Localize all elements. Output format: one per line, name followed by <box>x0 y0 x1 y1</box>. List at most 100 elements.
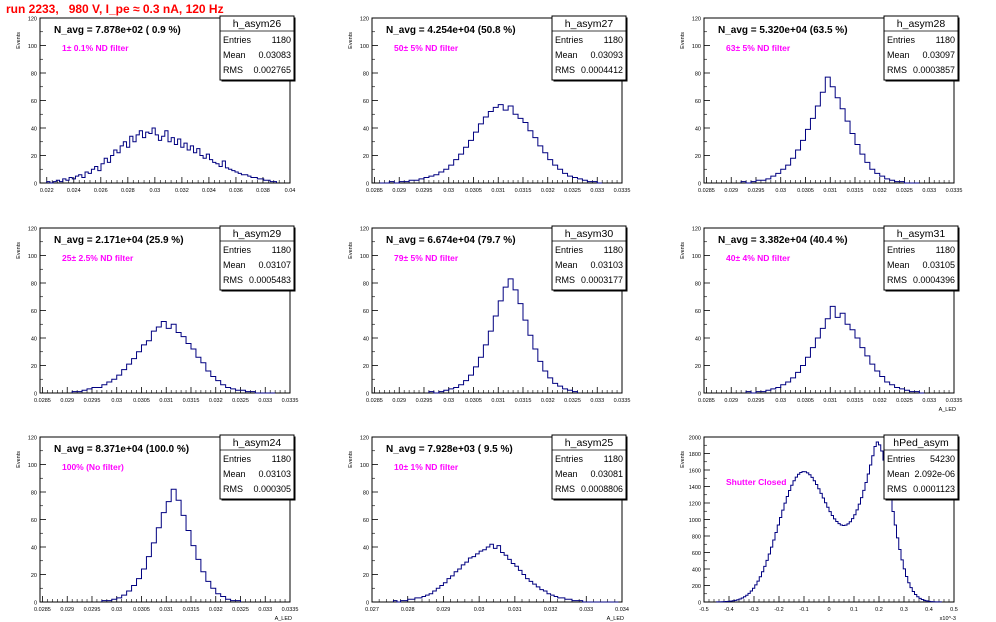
stats-title: h_asym26 <box>233 18 282 30</box>
y-tick-label: 120 <box>692 17 701 23</box>
stats-title: h_asym31 <box>897 228 946 240</box>
x-tick-label: 0.0305 <box>133 398 150 404</box>
x-tick-label: 0.032 <box>544 607 558 613</box>
stats-box <box>883 15 959 81</box>
stats-label-entries: Entries <box>887 35 916 45</box>
stats-value-entries: 54230 <box>930 454 955 464</box>
x-tick-label: 0.033 <box>590 398 604 404</box>
x-tick-label: 0.0295 <box>748 188 765 194</box>
x-axis-label: x10^-3 <box>940 616 956 622</box>
filter-note: Shutter Closed <box>726 477 786 487</box>
x-tick-label: 0.03 <box>443 188 454 194</box>
stats-value-entries: 1180 <box>272 35 291 45</box>
stats-value-rms: 0.0003177 <box>581 275 623 285</box>
x-tick-label: 0.031 <box>491 188 505 194</box>
x-tick-label: 0.0325 <box>564 398 581 404</box>
x-tick-label: 0.0315 <box>515 188 532 194</box>
stats-value-entries: 1180 <box>604 35 623 45</box>
x-tick-label: 0.3 <box>900 607 908 613</box>
n-avg-label: N_avg = 2.171e+04 (25.9 %) <box>54 235 184 246</box>
x-tick-label: 0.03 <box>474 607 485 613</box>
stats-value-rms: 0.0001123 <box>913 484 955 494</box>
stats-value-rms: 0.0005483 <box>249 275 291 285</box>
y-tick-label: 0 <box>698 392 701 398</box>
n-avg-label: N_avg = 5.320e+04 (63.5 %) <box>718 25 848 36</box>
stats-label-entries: Entries <box>223 35 252 45</box>
x-tick-label: 0.032 <box>209 607 223 613</box>
y-tick-label: 120 <box>360 17 369 23</box>
stats-label-entries: Entries <box>223 454 252 464</box>
filter-note: 100% (No filter) <box>62 462 124 472</box>
filter-note: 10± 1% ND filter <box>394 462 459 472</box>
y-tick-label: 120 <box>360 436 369 442</box>
stats-label-mean: Mean <box>223 469 246 479</box>
y-tick-label: 60 <box>695 309 701 315</box>
n-avg-label: N_avg = 3.382e+04 (40.4 %) <box>718 235 848 246</box>
x-tick-label: 0.031 <box>159 607 173 613</box>
x-tick-label: 0.0285 <box>34 398 51 404</box>
stats-value-mean: 0.03097 <box>922 50 955 60</box>
y-tick-label: 20 <box>695 364 701 370</box>
stats-label-mean: Mean <box>887 50 910 60</box>
stats-value-rms: 0.0008806 <box>581 484 623 494</box>
x-tick-label: 0.0325 <box>232 607 249 613</box>
y-tick-label: 100 <box>360 44 369 50</box>
y-tick-label: 2000 <box>689 436 701 442</box>
x-axis-label: A_LED <box>939 407 956 413</box>
stats-value-mean: 0.03081 <box>590 469 623 479</box>
y-tick-label: 100 <box>692 44 701 50</box>
stats-label-entries: Entries <box>887 454 916 464</box>
x-tick-label: 0.5 <box>950 607 958 613</box>
y-tick-label: 1800 <box>689 452 701 458</box>
filter-note: 40± 4% ND filter <box>726 253 791 263</box>
y-axis-label: Events <box>348 451 354 468</box>
y-tick-label: 100 <box>28 463 37 469</box>
y-tick-label: 20 <box>31 364 37 370</box>
x-tick-label: -0.4 <box>724 607 733 613</box>
stats-label-mean: Mean <box>887 260 910 270</box>
filter-note: 79± 5% ND filter <box>394 253 459 263</box>
y-tick-label: 80 <box>695 72 701 78</box>
histogram-line <box>428 278 578 394</box>
y-tick-label: 800 <box>692 535 701 541</box>
y-tick-label: 600 <box>692 551 701 557</box>
filter-note: 1± 0.1% ND filter <box>62 43 129 53</box>
stats-value-entries: 1180 <box>936 245 955 255</box>
x-tick-label: 0.0285 <box>366 188 383 194</box>
x-tick-label: 0.0285 <box>698 398 715 404</box>
stats-label-mean: Mean <box>555 469 578 479</box>
y-tick-label: 60 <box>363 309 369 315</box>
x-tick-label: 0.038 <box>256 188 270 194</box>
stats-value-mean: 0.03083 <box>258 50 291 60</box>
stats-box <box>551 225 627 291</box>
x-tick-label: -0.3 <box>749 607 758 613</box>
y-axis-label: Events <box>16 242 22 259</box>
stats-label-rms: RMS <box>555 484 575 494</box>
y-tick-label: 100 <box>360 254 369 260</box>
stats-label-rms: RMS <box>887 65 907 75</box>
y-tick-label: 80 <box>695 282 701 288</box>
y-tick-label: 20 <box>363 364 369 370</box>
stats-value-rms: 0.0004396 <box>913 275 955 285</box>
x-tick-label: 0.0335 <box>946 188 963 194</box>
histogram-line <box>46 127 277 184</box>
stats-label-mean: Mean <box>223 260 246 270</box>
y-tick-label: 80 <box>31 491 37 497</box>
histogram-line <box>392 543 619 603</box>
y-tick-label: 0 <box>366 392 369 398</box>
x-tick-label: 0.031 <box>508 607 522 613</box>
n-avg-label: N_avg = 4.254e+04 (50.8 %) <box>386 25 516 36</box>
x-tick-label: 0.2 <box>875 607 883 613</box>
hist-panel-h_asym29: 0 20 40 60 80 100 120 0.0285 0.029 0.0295 0.03 0.03… <box>16 225 298 404</box>
stats-label-rms: RMS <box>887 275 907 285</box>
x-tick-label: 0.032 <box>541 188 555 194</box>
stats-value-mean: 0.03103 <box>258 469 291 479</box>
x-tick-label: 0.03 <box>775 398 786 404</box>
y-axis-label: Events <box>680 451 686 468</box>
stats-label-entries: Entries <box>555 454 584 464</box>
x-tick-label: 0.0295 <box>416 188 433 194</box>
y-tick-label: 60 <box>31 309 37 315</box>
x-tick-label: -0.1 <box>799 607 808 613</box>
x-tick-label: 0.034 <box>615 607 629 613</box>
